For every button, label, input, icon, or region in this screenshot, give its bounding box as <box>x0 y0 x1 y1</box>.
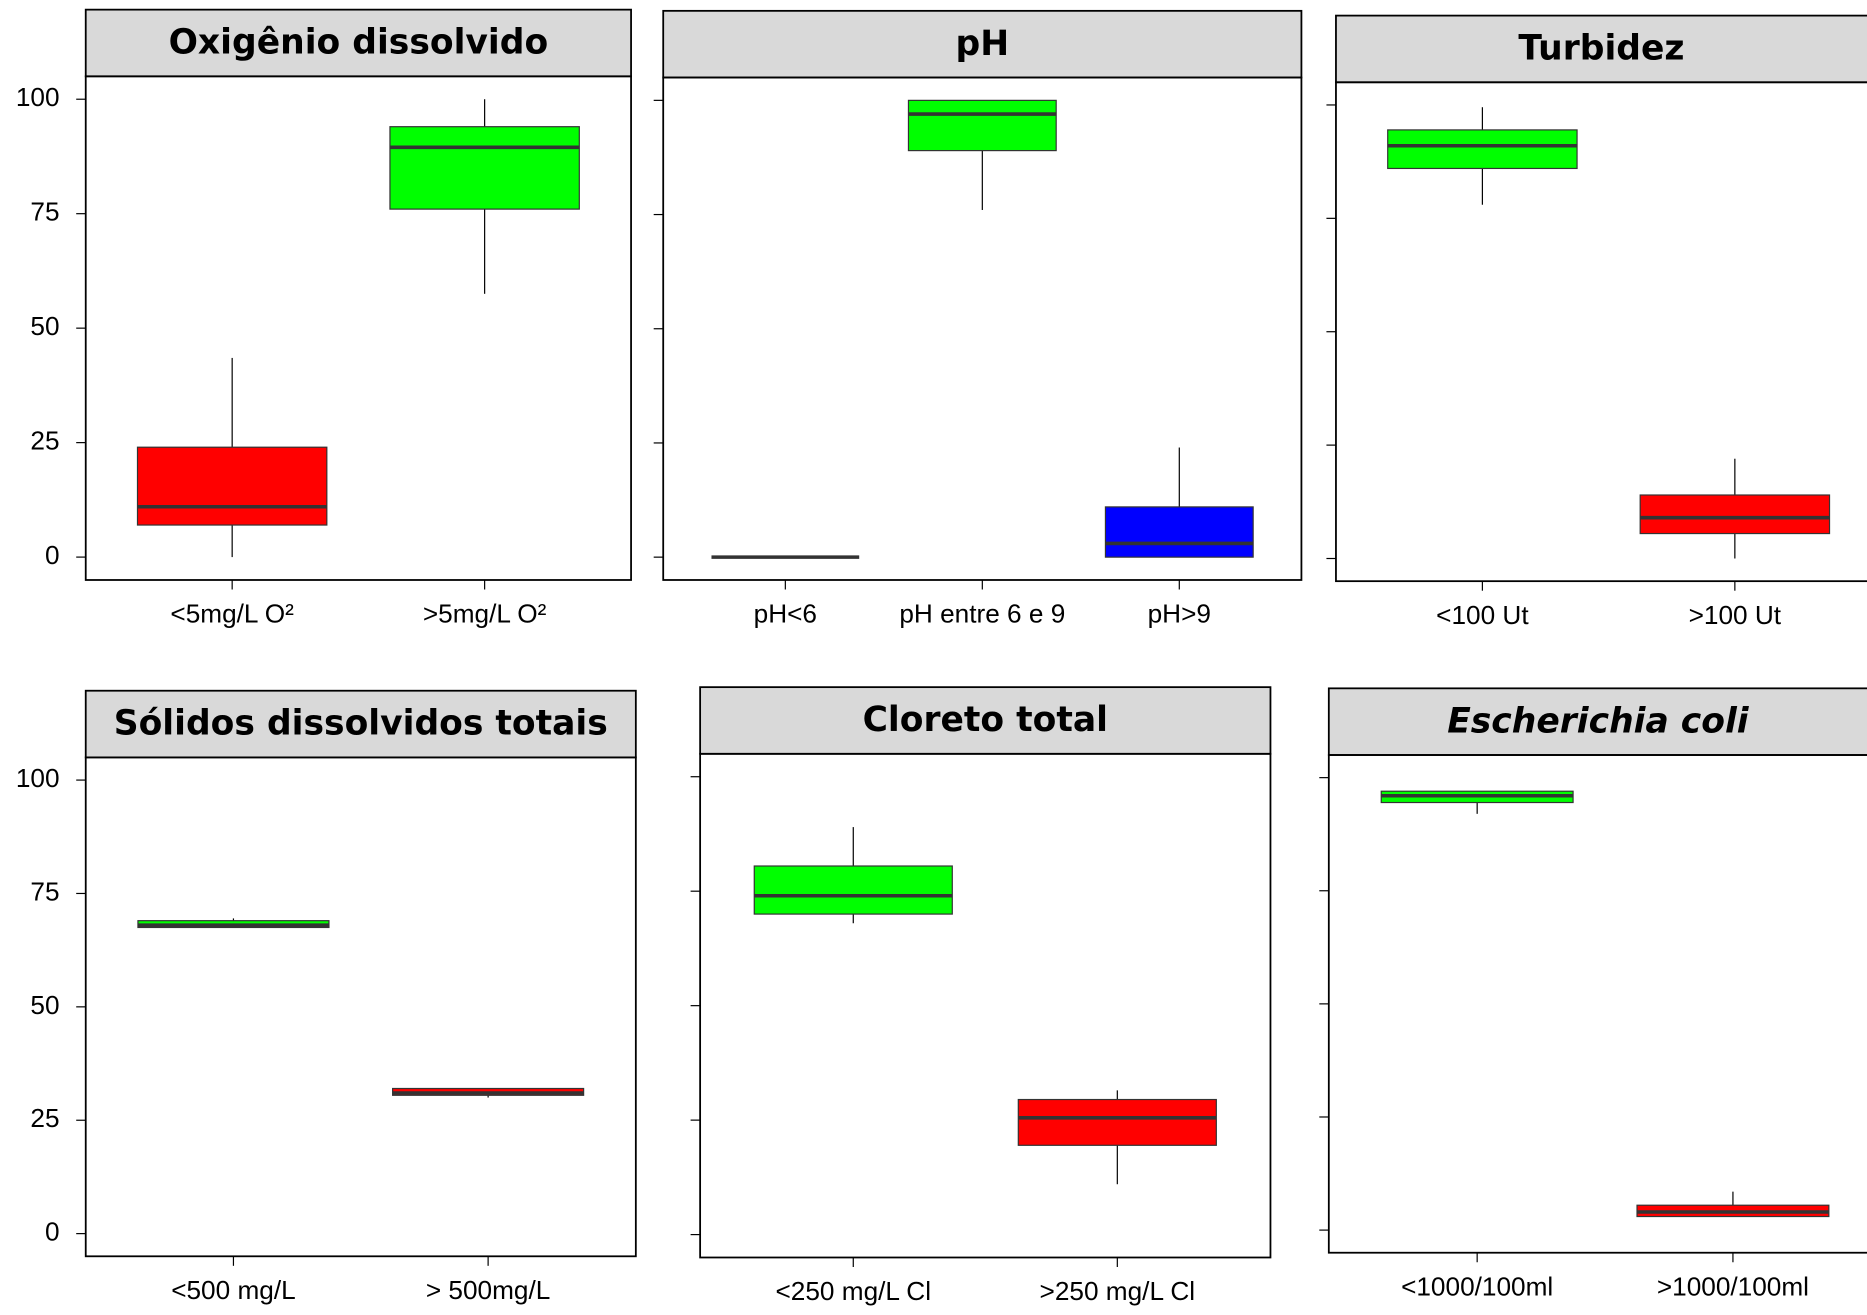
panel-title: Oxigênio dissolvido <box>169 23 549 63</box>
x-tick-label: <100 Ut <box>1436 600 1529 630</box>
panel-title: pH <box>956 24 1010 64</box>
panel-title: Turbidez <box>1518 29 1684 69</box>
y-tick-label: 25 <box>30 1103 59 1133</box>
y-tick-label: 75 <box>30 876 59 906</box>
x-tick-label: >1000/100ml <box>1657 1271 1809 1301</box>
title-strip <box>84 689 637 759</box>
title-strip <box>699 686 1272 755</box>
plot-frame <box>84 756 637 1258</box>
x-tick-label: <5mg/L O² <box>170 599 294 629</box>
x-tick-label: >5mg/L O² <box>423 599 547 629</box>
box <box>1639 494 1831 535</box>
y-tick-label: 50 <box>30 990 59 1020</box>
box <box>389 126 580 210</box>
panel-title: Escherichia coli <box>1447 701 1750 741</box>
box <box>753 865 953 915</box>
y-tick-label: 50 <box>30 311 59 341</box>
y-tick-label: 100 <box>16 763 60 793</box>
y-tick-label: 25 <box>30 426 59 456</box>
box <box>136 446 328 526</box>
x-tick-label: <500 mg/L <box>171 1275 295 1305</box>
x-tick-label: <1000/100ml <box>1401 1271 1553 1301</box>
box <box>1017 1098 1217 1146</box>
x-tick-label: >100 Ut <box>1689 600 1782 630</box>
box <box>1387 129 1578 170</box>
x-tick-label: >250 mg/L Cl <box>1040 1276 1196 1306</box>
title-strip <box>1335 14 1867 84</box>
y-tick-label: 75 <box>30 197 59 227</box>
x-tick-label: <250 mg/L Cl <box>776 1276 932 1306</box>
panel-title: Sólidos dissolvidos totais <box>114 704 608 744</box>
title-strip <box>1327 687 1867 756</box>
y-tick-label: 100 <box>16 82 60 112</box>
panel-title: Cloreto total <box>863 700 1108 740</box>
x-tick-label: pH<6 <box>754 599 817 629</box>
box <box>1104 506 1254 558</box>
plot-frame <box>1327 754 1867 1254</box>
y-tick-label: 0 <box>45 540 60 570</box>
plot-frame <box>699 752 1272 1259</box>
x-tick-label: > 500mg/L <box>426 1275 550 1305</box>
title-strip <box>84 8 632 78</box>
x-tick-label: pH entre 6 e 9 <box>899 599 1065 629</box>
y-tick-label: 0 <box>45 1217 60 1247</box>
x-tick-label: pH>9 <box>1148 599 1211 629</box>
box <box>907 99 1057 152</box>
